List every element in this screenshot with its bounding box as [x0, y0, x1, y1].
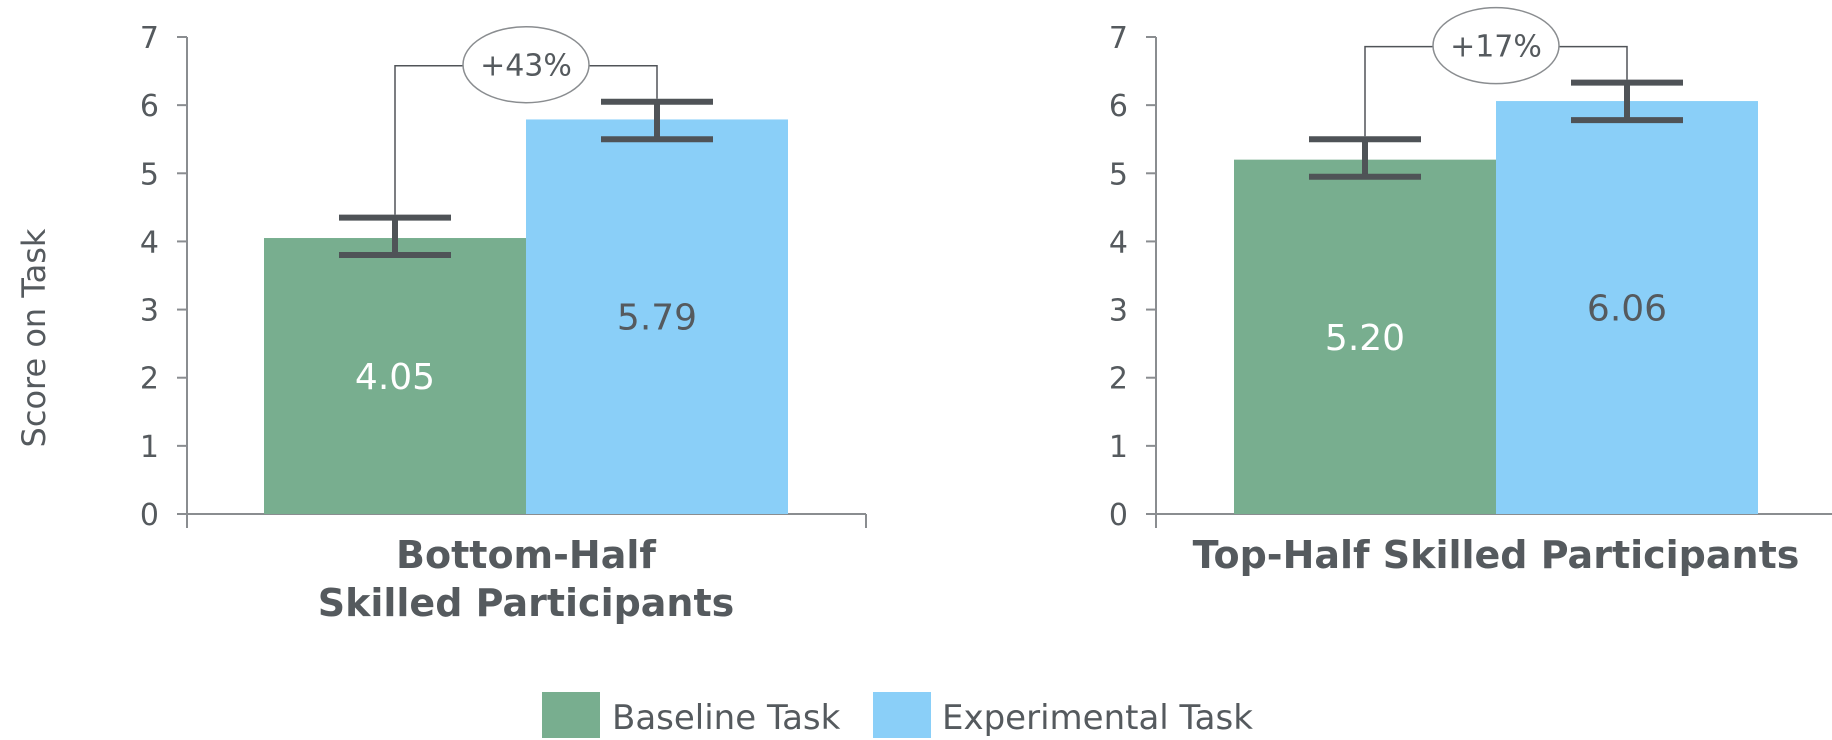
y-axis-title: Score on Task: [15, 228, 53, 447]
y-tick-label: 6: [1109, 89, 1128, 124]
legend-label: Experimental Task: [942, 698, 1253, 738]
chart-panel-top-half: 0 1 2 3 4 5 6 7 5.20 6.06 +17% Top-Half Skilled Par…: [1109, 6, 1832, 577]
legend-label: Baseline Task: [612, 698, 841, 738]
legend-swatch: [542, 692, 600, 738]
y-tick-label: 1: [140, 430, 159, 465]
bar-value-label: 6.06: [1587, 289, 1667, 330]
bar-baseline: [264, 238, 526, 514]
bar-experimental: [526, 119, 788, 515]
y-tick-label: 6: [140, 89, 159, 124]
y-tick-label: 5: [140, 157, 159, 192]
diff-label: +17%: [1450, 30, 1542, 65]
y-tick-label: 5: [1109, 157, 1128, 192]
legend: Baseline Task Experimental Task: [542, 692, 1253, 738]
bar-value-label: 5.79: [617, 298, 697, 339]
category-label: Top-Half Skilled Participants: [1193, 533, 1800, 577]
diff-bubble: [462, 25, 590, 104]
category-label: Skilled Participants: [318, 581, 735, 625]
y-tick-label: 2: [140, 362, 159, 397]
y-tick-label: 7: [140, 21, 159, 56]
y-tick-label: 7: [1109, 21, 1128, 56]
diff-bubble: [1432, 6, 1560, 85]
bar-value-label: 4.05: [355, 357, 435, 398]
bar-experimental: [1496, 101, 1758, 514]
diff-label: +43%: [480, 49, 572, 84]
bar-value-label: 5.20: [1325, 318, 1405, 359]
y-tick-label: 0: [140, 498, 159, 533]
legend-swatch: [873, 692, 931, 738]
y-tick-label: 0: [1109, 498, 1128, 533]
category-label: Bottom-Half: [396, 533, 656, 577]
y-tick-label: 3: [140, 294, 159, 329]
y-tick-label: 3: [1109, 294, 1128, 329]
y-tick-label: 1: [1109, 430, 1128, 465]
y-tick-label: 4: [140, 225, 159, 260]
y-tick-label: 4: [1109, 225, 1128, 260]
bar-baseline: [1234, 159, 1496, 514]
y-tick-label: 2: [1109, 362, 1128, 397]
